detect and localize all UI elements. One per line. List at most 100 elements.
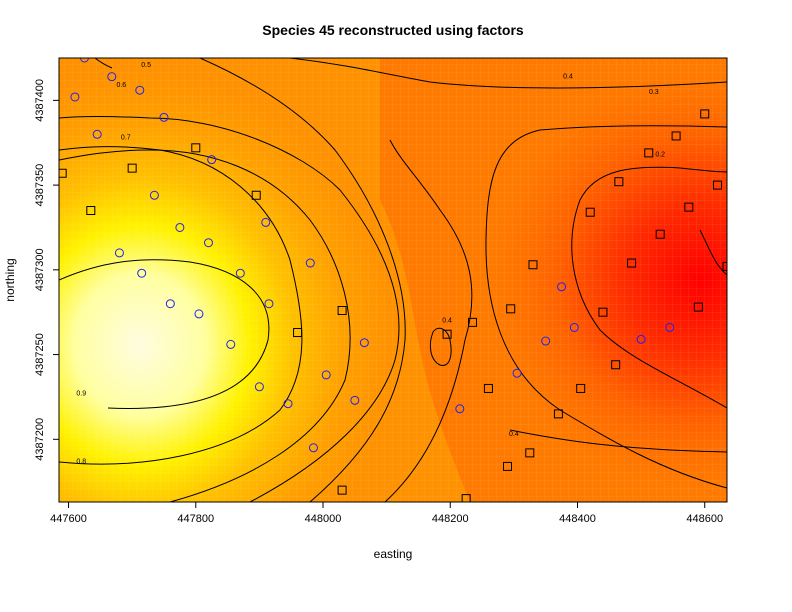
point-square [528, 260, 538, 270]
point-circle [541, 336, 551, 346]
point-square [598, 307, 608, 317]
x-axis-title: easting [374, 547, 413, 561]
point-circle [137, 268, 147, 278]
contour-label: 0.3 [649, 89, 659, 96]
point-circle [175, 222, 185, 232]
point-circle [70, 92, 80, 102]
point-square [576, 383, 586, 393]
contour-label: 0.4 [563, 74, 573, 81]
point-circle [135, 85, 145, 95]
point-square [337, 306, 347, 316]
point-circle [557, 282, 567, 292]
point-square [525, 448, 535, 458]
x-axis: 447600 447800 448000 448200 448400 448600 [50, 502, 723, 525]
point-circle [350, 395, 360, 405]
x-tick-label: 448200 [432, 513, 469, 525]
contour-0.4-top [289, 58, 727, 89]
contour-0.8 [59, 146, 303, 465]
x-tick-label: 448600 [686, 513, 723, 525]
point-circle [512, 368, 522, 378]
point-square [461, 494, 471, 502]
contour-0.7 [59, 149, 351, 502]
point-square [644, 148, 654, 158]
point-circle [226, 339, 236, 349]
point-square [585, 207, 595, 217]
point-circle [569, 322, 579, 332]
point-circle [261, 217, 271, 227]
point-circle [165, 299, 175, 309]
point-square [191, 143, 201, 153]
y-tick-label: 4387300 [34, 248, 46, 291]
contour-label: 0.8 [76, 458, 86, 465]
point-circle [254, 382, 264, 392]
y-tick-label: 4387400 [34, 79, 46, 122]
contour-label: 0.6 [116, 82, 126, 89]
point-square [59, 168, 67, 178]
point-square [503, 461, 513, 471]
heatmap-grid-texture [59, 58, 727, 502]
point-square [293, 328, 303, 338]
x-tick-label: 448400 [559, 513, 596, 525]
point-circle [79, 58, 89, 63]
point-circle [159, 112, 169, 122]
contour-0.2 [571, 166, 727, 409]
contour-lines [59, 58, 727, 502]
y-axis: 4387200 4387250 4387300 4387350 4387400 [34, 79, 59, 461]
point-square [337, 485, 347, 495]
x-tick-label: 447600 [50, 513, 87, 525]
point-circle [107, 72, 117, 82]
point-square [483, 383, 493, 393]
contour-labels: 0.5 0.4 0.6 0.3 0.7 0.2 0.4 0.9 0.4 0.8 [76, 62, 665, 466]
contour-label: 0.4 [442, 318, 452, 325]
point-circle [283, 399, 293, 409]
point-circle [149, 190, 159, 200]
point-circle [305, 258, 315, 268]
point-square [251, 190, 261, 200]
y-tick-label: 4387200 [34, 418, 46, 461]
contour-0.2-edge [699, 229, 727, 276]
contour-0.4-mid [384, 139, 473, 502]
heatmap-surface: 0.5 0.4 0.6 0.3 0.7 0.2 0.4 0.9 0.4 0.8 [59, 58, 727, 502]
y-axis-title: northing [3, 258, 17, 301]
contour-0.5a [199, 58, 406, 502]
contour-label: 0.5 [141, 62, 151, 69]
y-tick-label: 4387250 [34, 333, 46, 376]
contour-0.3 [485, 125, 727, 489]
point-square [655, 229, 665, 239]
point-circle [204, 238, 214, 248]
plot-border [58, 57, 728, 503]
point-square [468, 317, 478, 327]
x-tick-label: 448000 [305, 513, 342, 525]
contour-0.4-island [429, 327, 452, 366]
point-circle [235, 268, 245, 278]
point-circle [455, 404, 465, 414]
contour-0.9 [59, 259, 270, 409]
point-square [553, 409, 563, 419]
point-square [627, 258, 637, 268]
contour-0.6 [59, 116, 400, 502]
point-square [127, 163, 137, 173]
point-circle [264, 299, 274, 309]
point-square [671, 131, 681, 141]
point-circle [114, 248, 124, 258]
point-square [693, 302, 703, 312]
contour-label: 0.2 [655, 152, 665, 159]
point-square [684, 202, 694, 212]
point-square [611, 360, 621, 370]
point-circle [636, 334, 646, 344]
point-circle [194, 309, 204, 319]
contour-label: 0.4 [509, 431, 519, 438]
point-circle [308, 443, 318, 453]
point-square [506, 304, 516, 314]
point-square [86, 206, 96, 216]
point-circle [207, 155, 217, 165]
chart-title: Species 45 reconstructed using factors [262, 22, 524, 38]
contour-0.4-bottom [509, 429, 727, 453]
point-circle [321, 370, 331, 380]
point-square [614, 177, 624, 187]
point-circle [92, 129, 102, 139]
point-square [700, 109, 710, 119]
point-circle [359, 338, 369, 348]
point-square [442, 329, 452, 339]
